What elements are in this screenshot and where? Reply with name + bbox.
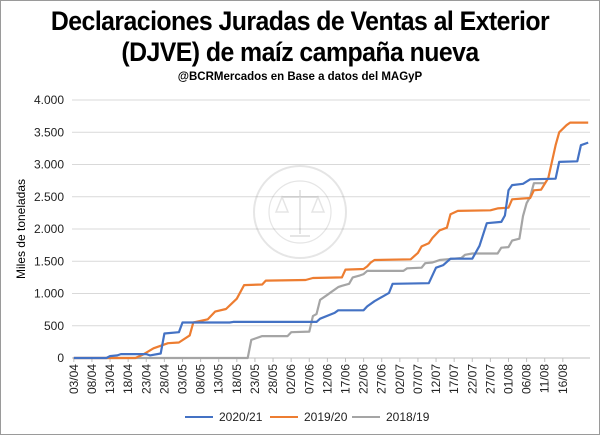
- x-tick-label: 01/08: [501, 364, 515, 394]
- y-tick-label: 0: [57, 351, 64, 365]
- x-tick-label: 12/07: [429, 364, 443, 394]
- y-axis-ticks: 0 500 1.000 1.500 2.000 2.500 3.000 3.500 4.000: [34, 93, 64, 365]
- legend-item: 2020/21: [185, 410, 262, 424]
- legend-item: 2019/20: [270, 410, 347, 424]
- gridlines: [72, 99, 590, 359]
- x-tick-label: 18/04: [121, 364, 135, 394]
- x-tick-label: 07/06: [302, 364, 316, 394]
- series-lines: [73, 121, 589, 360]
- legend-label: 2019/20: [304, 410, 348, 424]
- x-tick-label: 16/08: [556, 364, 570, 394]
- legend-swatch: [352, 416, 380, 418]
- legend-swatch: [270, 416, 298, 418]
- x-tick-label: 22/06: [357, 364, 371, 394]
- series-line-2018-19: [73, 182, 545, 360]
- legend-label: 2018/19: [386, 410, 430, 424]
- x-axis: 03/04 08/04 13/04 18/04 23/04 28/04 03/05 08/05…: [67, 357, 590, 394]
- x-tick-label: 12/06: [320, 364, 334, 394]
- y-tick-label: 1.000: [34, 287, 64, 301]
- x-tick-label: 13/04: [103, 364, 117, 394]
- x-tick-label: 22/07: [465, 364, 479, 394]
- x-tick-label: 03/05: [175, 364, 189, 394]
- watermark-seal: [253, 165, 347, 259]
- x-tick-label: 17/07: [447, 364, 461, 394]
- x-tick-label: 23/04: [139, 364, 153, 394]
- y-tick-label: 500: [44, 319, 64, 333]
- x-tick-label: 08/05: [194, 364, 208, 394]
- x-tick-label: 02/06: [284, 364, 298, 394]
- x-tick-label: 17/06: [338, 364, 352, 394]
- legend-swatch: [185, 416, 213, 418]
- x-tick-label: 08/04: [85, 364, 99, 394]
- x-tick-label: 27/07: [483, 364, 497, 394]
- x-tick-label: 28/05: [266, 364, 280, 394]
- x-tick-label: 02/07: [393, 364, 407, 394]
- series-line-2020-21: [73, 141, 589, 360]
- y-tick-label: 2.500: [34, 190, 64, 204]
- legend-item: 2018/19: [352, 410, 429, 424]
- x-tick-label: 28/04: [157, 364, 171, 394]
- legend-label: 2020/21: [219, 410, 263, 424]
- x-tick-label: 23/05: [248, 364, 262, 394]
- x-tick-label: 07/07: [411, 364, 425, 394]
- y-tick-label: 2.000: [34, 222, 64, 236]
- chart-title-line2: (DJVE) de maíz campaña nueva: [121, 37, 479, 67]
- x-tick-label: 06/08: [520, 364, 534, 394]
- y-tick-label: 1.500: [34, 254, 64, 268]
- y-tick-label: 3.000: [34, 158, 64, 172]
- y-tick-label: 4.000: [34, 93, 64, 107]
- x-tick-label: 03/04: [67, 364, 81, 394]
- x-tick-label: 27/06: [375, 364, 389, 394]
- legend: 2020/21 2019/20 2018/19: [0, 410, 600, 428]
- chart-subtitle: @BCRMercados en Base a datos del MAGyP: [177, 71, 423, 83]
- x-tick-label: 13/05: [212, 364, 226, 394]
- x-tick-label: 18/05: [230, 364, 244, 394]
- y-tick-label: 3.500: [34, 125, 64, 139]
- chart-title-line1: Declaraciones Juradas de Ventas al Exter…: [50, 6, 550, 36]
- x-tick-label: 11/08: [538, 364, 552, 393]
